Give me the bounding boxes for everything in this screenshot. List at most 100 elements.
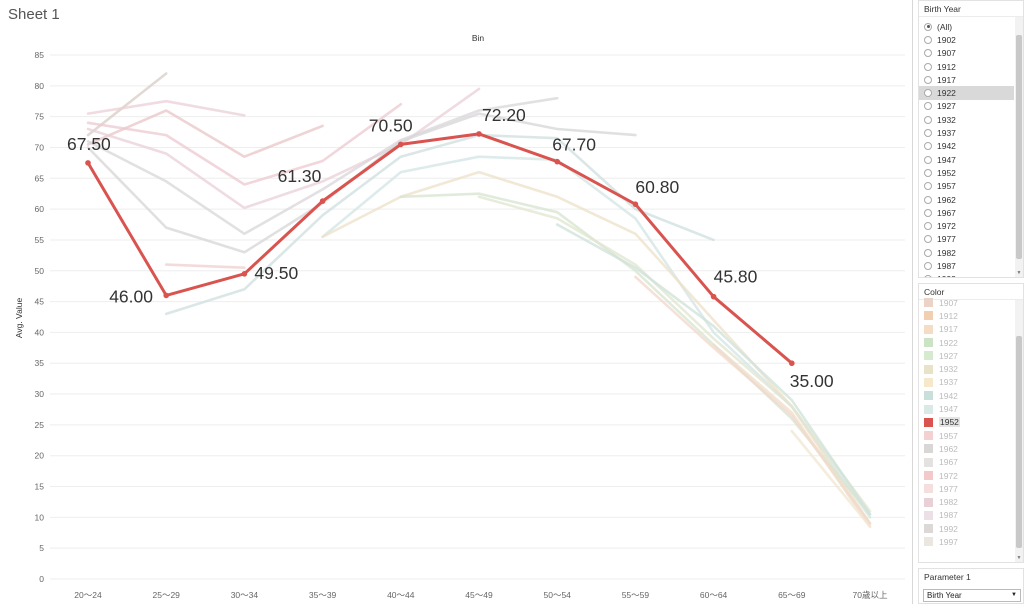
color-legend-item[interactable]: 1927 — [919, 349, 1014, 362]
series-line-1972[interactable] — [477, 195, 872, 513]
birth-year-option[interactable]: 1927 — [919, 100, 1014, 113]
birth-year-option[interactable]: 1947 — [919, 153, 1014, 166]
birth-year-scrollbar[interactable] — [1015, 17, 1023, 277]
color-swatch — [924, 324, 933, 334]
color-legend-item[interactable]: 1947 — [919, 402, 1014, 415]
data-point[interactable] — [398, 141, 404, 148]
series-line-1932[interactable] — [86, 96, 559, 236]
color-legend-item[interactable]: 1992 — [919, 522, 1014, 535]
color-legend-item[interactable]: 1967 — [919, 456, 1014, 469]
data-point[interactable] — [163, 292, 169, 299]
data-point[interactable] — [789, 360, 795, 367]
scroll-down-icon[interactable]: ▼ — [1016, 555, 1022, 561]
birth-year-option[interactable]: 1942 — [919, 140, 1014, 153]
series-line-1977[interactable] — [555, 223, 872, 516]
scroll-down-icon[interactable]: ▼ — [1016, 270, 1022, 276]
series-line-1917[interactable] — [86, 99, 246, 117]
color-legend-item[interactable]: 1962 — [919, 442, 1014, 455]
series-line-1952[interactable] — [86, 132, 794, 365]
series-line-1962[interactable] — [321, 170, 872, 525]
birth-year-option[interactable]: (All) — [919, 20, 1014, 33]
radio-icon[interactable] — [924, 248, 932, 257]
data-point[interactable] — [710, 293, 717, 300]
color-legend-item[interactable]: 1942 — [919, 389, 1014, 402]
series-line-1992[interactable] — [790, 429, 872, 528]
color-legend-item[interactable]: 1912 — [919, 309, 1014, 322]
birth-year-option[interactable]: 1962 — [919, 193, 1014, 206]
birth-year-option[interactable]: 1932 — [919, 113, 1014, 126]
sheet-title: Sheet 1 — [8, 6, 60, 23]
radio-icon[interactable] — [924, 275, 932, 277]
radio-icon[interactable] — [924, 208, 932, 217]
color-legend-item[interactable]: 1932 — [919, 362, 1014, 375]
series-line-1967[interactable] — [399, 192, 872, 516]
radio-icon[interactable] — [924, 35, 932, 44]
birth-year-option[interactable]: 1907 — [919, 47, 1014, 60]
series-line-1922[interactable] — [86, 103, 403, 186]
color-swatch — [924, 298, 933, 308]
y-tick-label: 75 — [35, 112, 45, 122]
series-line-1947[interactable] — [321, 155, 872, 519]
birth-year-option[interactable]: 1982 — [919, 246, 1014, 259]
radio-icon[interactable] — [924, 102, 932, 111]
birth-year-option[interactable]: 1952 — [919, 166, 1014, 179]
birth-year-option[interactable]: 1957 — [919, 180, 1014, 193]
color-legend-item[interactable]: 1987 — [919, 509, 1014, 522]
radio-icon[interactable] — [924, 195, 932, 204]
y-tick-label: 25 — [35, 420, 45, 430]
radio-icon[interactable] — [924, 261, 932, 270]
birth-year-option[interactable]: 1917 — [919, 73, 1014, 86]
series-line-1912[interactable] — [86, 109, 324, 158]
color-legend-item[interactable]: 1997 — [919, 535, 1014, 548]
radio-icon[interactable] — [924, 129, 932, 138]
line-chart: 0 5 10 15 20 25 30 35 40 45 50 55 60 65 70 75 80 85 20〜24… — [14, 33, 905, 600]
data-point[interactable] — [319, 198, 326, 204]
data-point[interactable] — [632, 201, 639, 207]
color-swatch — [924, 338, 933, 348]
birth-year-option[interactable]: 1987 — [919, 259, 1014, 272]
data-point[interactable] — [85, 160, 91, 166]
series-line-1987[interactable] — [712, 343, 872, 528]
data-point[interactable] — [554, 158, 560, 165]
color-legend-item[interactable]: 1982 — [919, 495, 1014, 508]
color-legend-item[interactable]: 1937 — [919, 376, 1014, 389]
color-legend-item[interactable]: 1977 — [919, 482, 1014, 495]
radio-icon[interactable] — [924, 115, 932, 124]
birth-year-option[interactable]: 1937 — [919, 126, 1014, 139]
color-legend-scroll-thumb[interactable] — [1016, 336, 1022, 548]
color-legend-item[interactable]: 1907 — [919, 296, 1014, 309]
birth-year-option[interactable]: 1922 — [919, 86, 1014, 100]
birth-year-option[interactable]: 1902 — [919, 33, 1014, 46]
radio-icon[interactable] — [924, 182, 932, 191]
color-swatch — [924, 364, 933, 374]
birth-year-option[interactable]: 1992 — [919, 273, 1014, 277]
radio-icon[interactable] — [924, 168, 932, 177]
color-legend-item[interactable]: 1972 — [919, 469, 1014, 482]
birth-year-option[interactable]: 1972 — [919, 219, 1014, 232]
radio-icon[interactable] — [924, 155, 932, 164]
data-point[interactable] — [241, 271, 248, 277]
color-legend-item[interactable]: 1922 — [919, 336, 1014, 349]
birth-year-option-label: 1917 — [937, 74, 956, 85]
color-legend-item[interactable]: 1952 — [919, 416, 1014, 429]
radio-icon[interactable] — [924, 75, 932, 84]
birth-year-option[interactable]: 1912 — [919, 60, 1014, 73]
color-legend-item[interactable]: 1917 — [919, 323, 1014, 336]
radio-icon[interactable] — [924, 49, 932, 58]
series-line-1957[interactable] — [164, 263, 246, 269]
color-legend-scrollbar[interactable] — [1015, 300, 1023, 562]
birth-year-option[interactable]: 1977 — [919, 233, 1014, 246]
radio-icon[interactable] — [924, 22, 932, 31]
radio-icon[interactable] — [924, 89, 932, 98]
birth-year-list: (All) 1902 1907 1912 1917 1922 1927 1932 1937 194… — [919, 20, 1014, 277]
radio-icon[interactable] — [924, 142, 932, 151]
parameter-dropdown[interactable]: Birth Year ▼ — [923, 589, 1021, 602]
radio-icon[interactable] — [924, 62, 932, 71]
data-point[interactable] — [476, 131, 482, 137]
birth-year-scroll-thumb[interactable] — [1016, 35, 1022, 259]
radio-icon[interactable] — [924, 222, 932, 231]
color-legend-item[interactable]: 1957 — [919, 429, 1014, 442]
birth-year-option[interactable]: 1967 — [919, 206, 1014, 219]
radio-icon[interactable] — [924, 235, 932, 244]
series-line-1942[interactable] — [164, 133, 715, 316]
